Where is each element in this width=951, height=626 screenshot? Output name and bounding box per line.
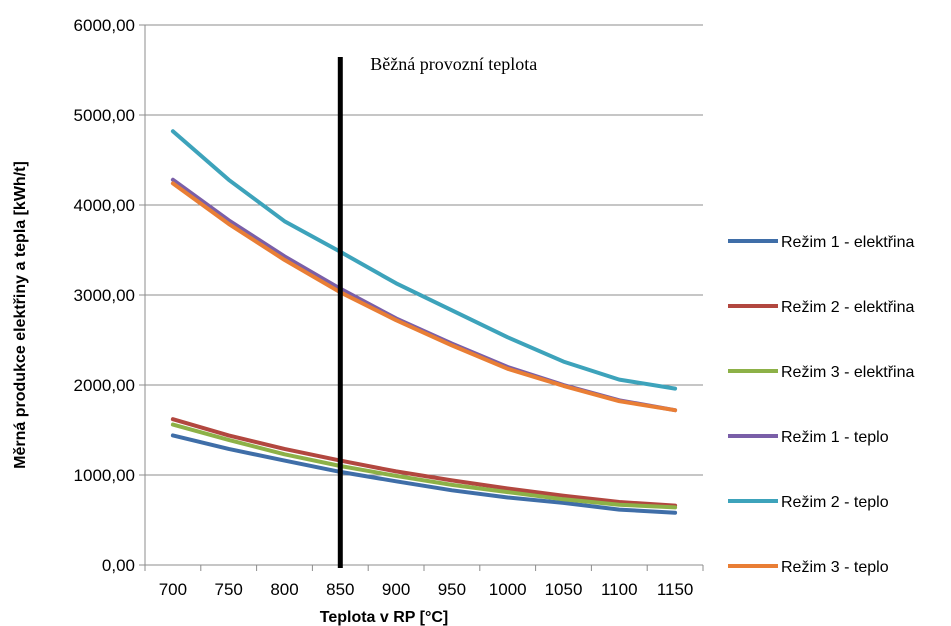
x-tick-label: 900 (382, 580, 410, 599)
x-tick-labels: 700 750 800 850 900 950 1000 1050 1100 1150 (159, 580, 694, 599)
x-tick-label: 700 (159, 580, 187, 599)
x-tick-label: 800 (270, 580, 298, 599)
legend: Režim 1 - elektřina Režim 2 - elektřina Re… (728, 234, 914, 576)
y-tick-label: 6000,00 (74, 16, 135, 35)
y-tick-label: 0,00 (102, 556, 135, 575)
x-tick-label: 1150 (657, 580, 694, 599)
series-line (170, 417, 678, 508)
y-tick-label: 4000,00 (74, 196, 135, 215)
y-tick-label: 1000,00 (74, 466, 135, 485)
y-tick-label: 3000,00 (74, 286, 135, 305)
series-line (170, 181, 678, 413)
annotation-label: Běžná provozní teplota (370, 54, 537, 74)
legend-label: Režim 1 - elektřina (781, 234, 914, 251)
x-tick-label: 1100 (601, 580, 638, 599)
axes (144, 25, 704, 571)
legend-label: Režim 2 - elektřina (781, 299, 914, 316)
y-tick-label: 2000,00 (74, 376, 135, 395)
x-axis-title: Teplota v RP [°C] (320, 609, 448, 626)
y-axis-title: Měrná produkce elektřiny a tepla [kWh/t] (12, 161, 29, 469)
x-tick-label: 1050 (545, 580, 583, 599)
x-tick-label: 1000 (489, 580, 527, 599)
legend-label: Režim 2 - teplo (781, 494, 889, 511)
legend-label: Režim 3 - teplo (781, 559, 889, 576)
series-line (170, 422, 678, 510)
x-tick-label: 850 (326, 580, 354, 599)
legend-label: Režim 1 - teplo (781, 429, 889, 446)
y-tick-labels: 0,00 1000,00 2000,00 3000,00 4000,00 5000,00 6… (74, 16, 135, 575)
x-tick-label: 750 (215, 580, 243, 599)
series-line (170, 433, 678, 515)
legend-label: Režim 3 - elektřina (781, 364, 914, 381)
x-tick-label: 950 (438, 580, 466, 599)
series-lines (170, 129, 678, 515)
series-line (170, 129, 678, 391)
y-tick-label: 5000,00 (74, 106, 135, 125)
